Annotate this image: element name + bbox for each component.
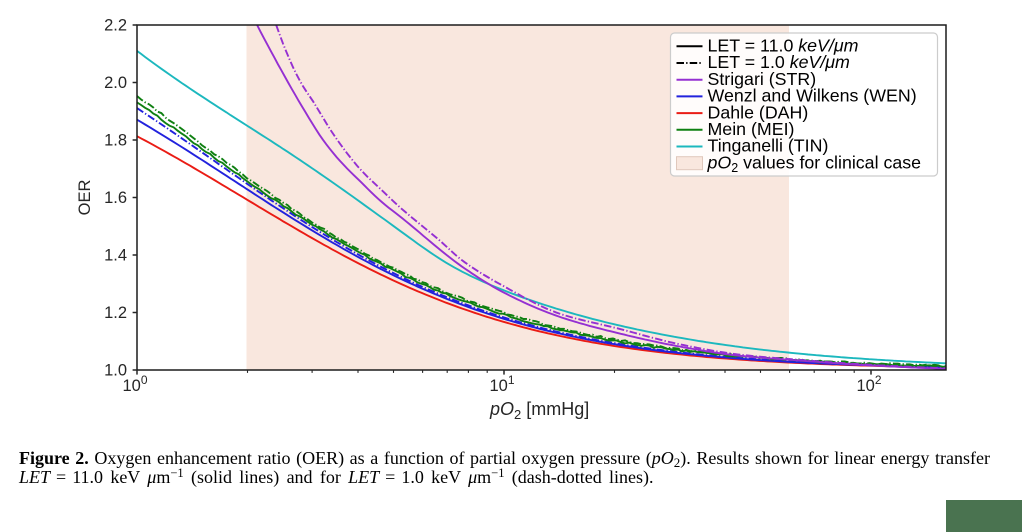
svg-text:1.6: 1.6 [104, 189, 127, 207]
svg-text:Strigari (STR): Strigari (STR) [708, 69, 817, 89]
svg-text:1.0: 1.0 [104, 362, 127, 380]
svg-text:102: 102 [856, 373, 881, 395]
svg-text:pO2 [mmHg]: pO2 [mmHg] [489, 399, 589, 422]
svg-text:1.8: 1.8 [104, 132, 127, 150]
svg-text:OER: OER [76, 180, 94, 216]
svg-text:2.2: 2.2 [104, 17, 127, 35]
svg-text:LET = 1.0 keV/μm: LET = 1.0 keV/μm [708, 52, 850, 72]
svg-text:101: 101 [489, 373, 514, 395]
svg-text:Wenzl and Wilkens (WEN): Wenzl and Wilkens (WEN) [708, 86, 917, 106]
svg-text:1.2: 1.2 [104, 304, 127, 322]
svg-text:Tinganelli (TIN): Tinganelli (TIN) [708, 136, 829, 156]
svg-text:Mein (MEI): Mein (MEI) [708, 119, 795, 139]
svg-text:pO2 values for clinical case: pO2 values for clinical case [707, 152, 922, 175]
svg-text:1.4: 1.4 [104, 247, 127, 265]
svg-text:2.0: 2.0 [104, 74, 127, 92]
svg-text:LET = 11.0 keV/μm: LET = 11.0 keV/μm [708, 36, 859, 56]
svg-text:100: 100 [122, 373, 147, 395]
svg-text:Dahle (DAH): Dahle (DAH) [708, 102, 809, 122]
